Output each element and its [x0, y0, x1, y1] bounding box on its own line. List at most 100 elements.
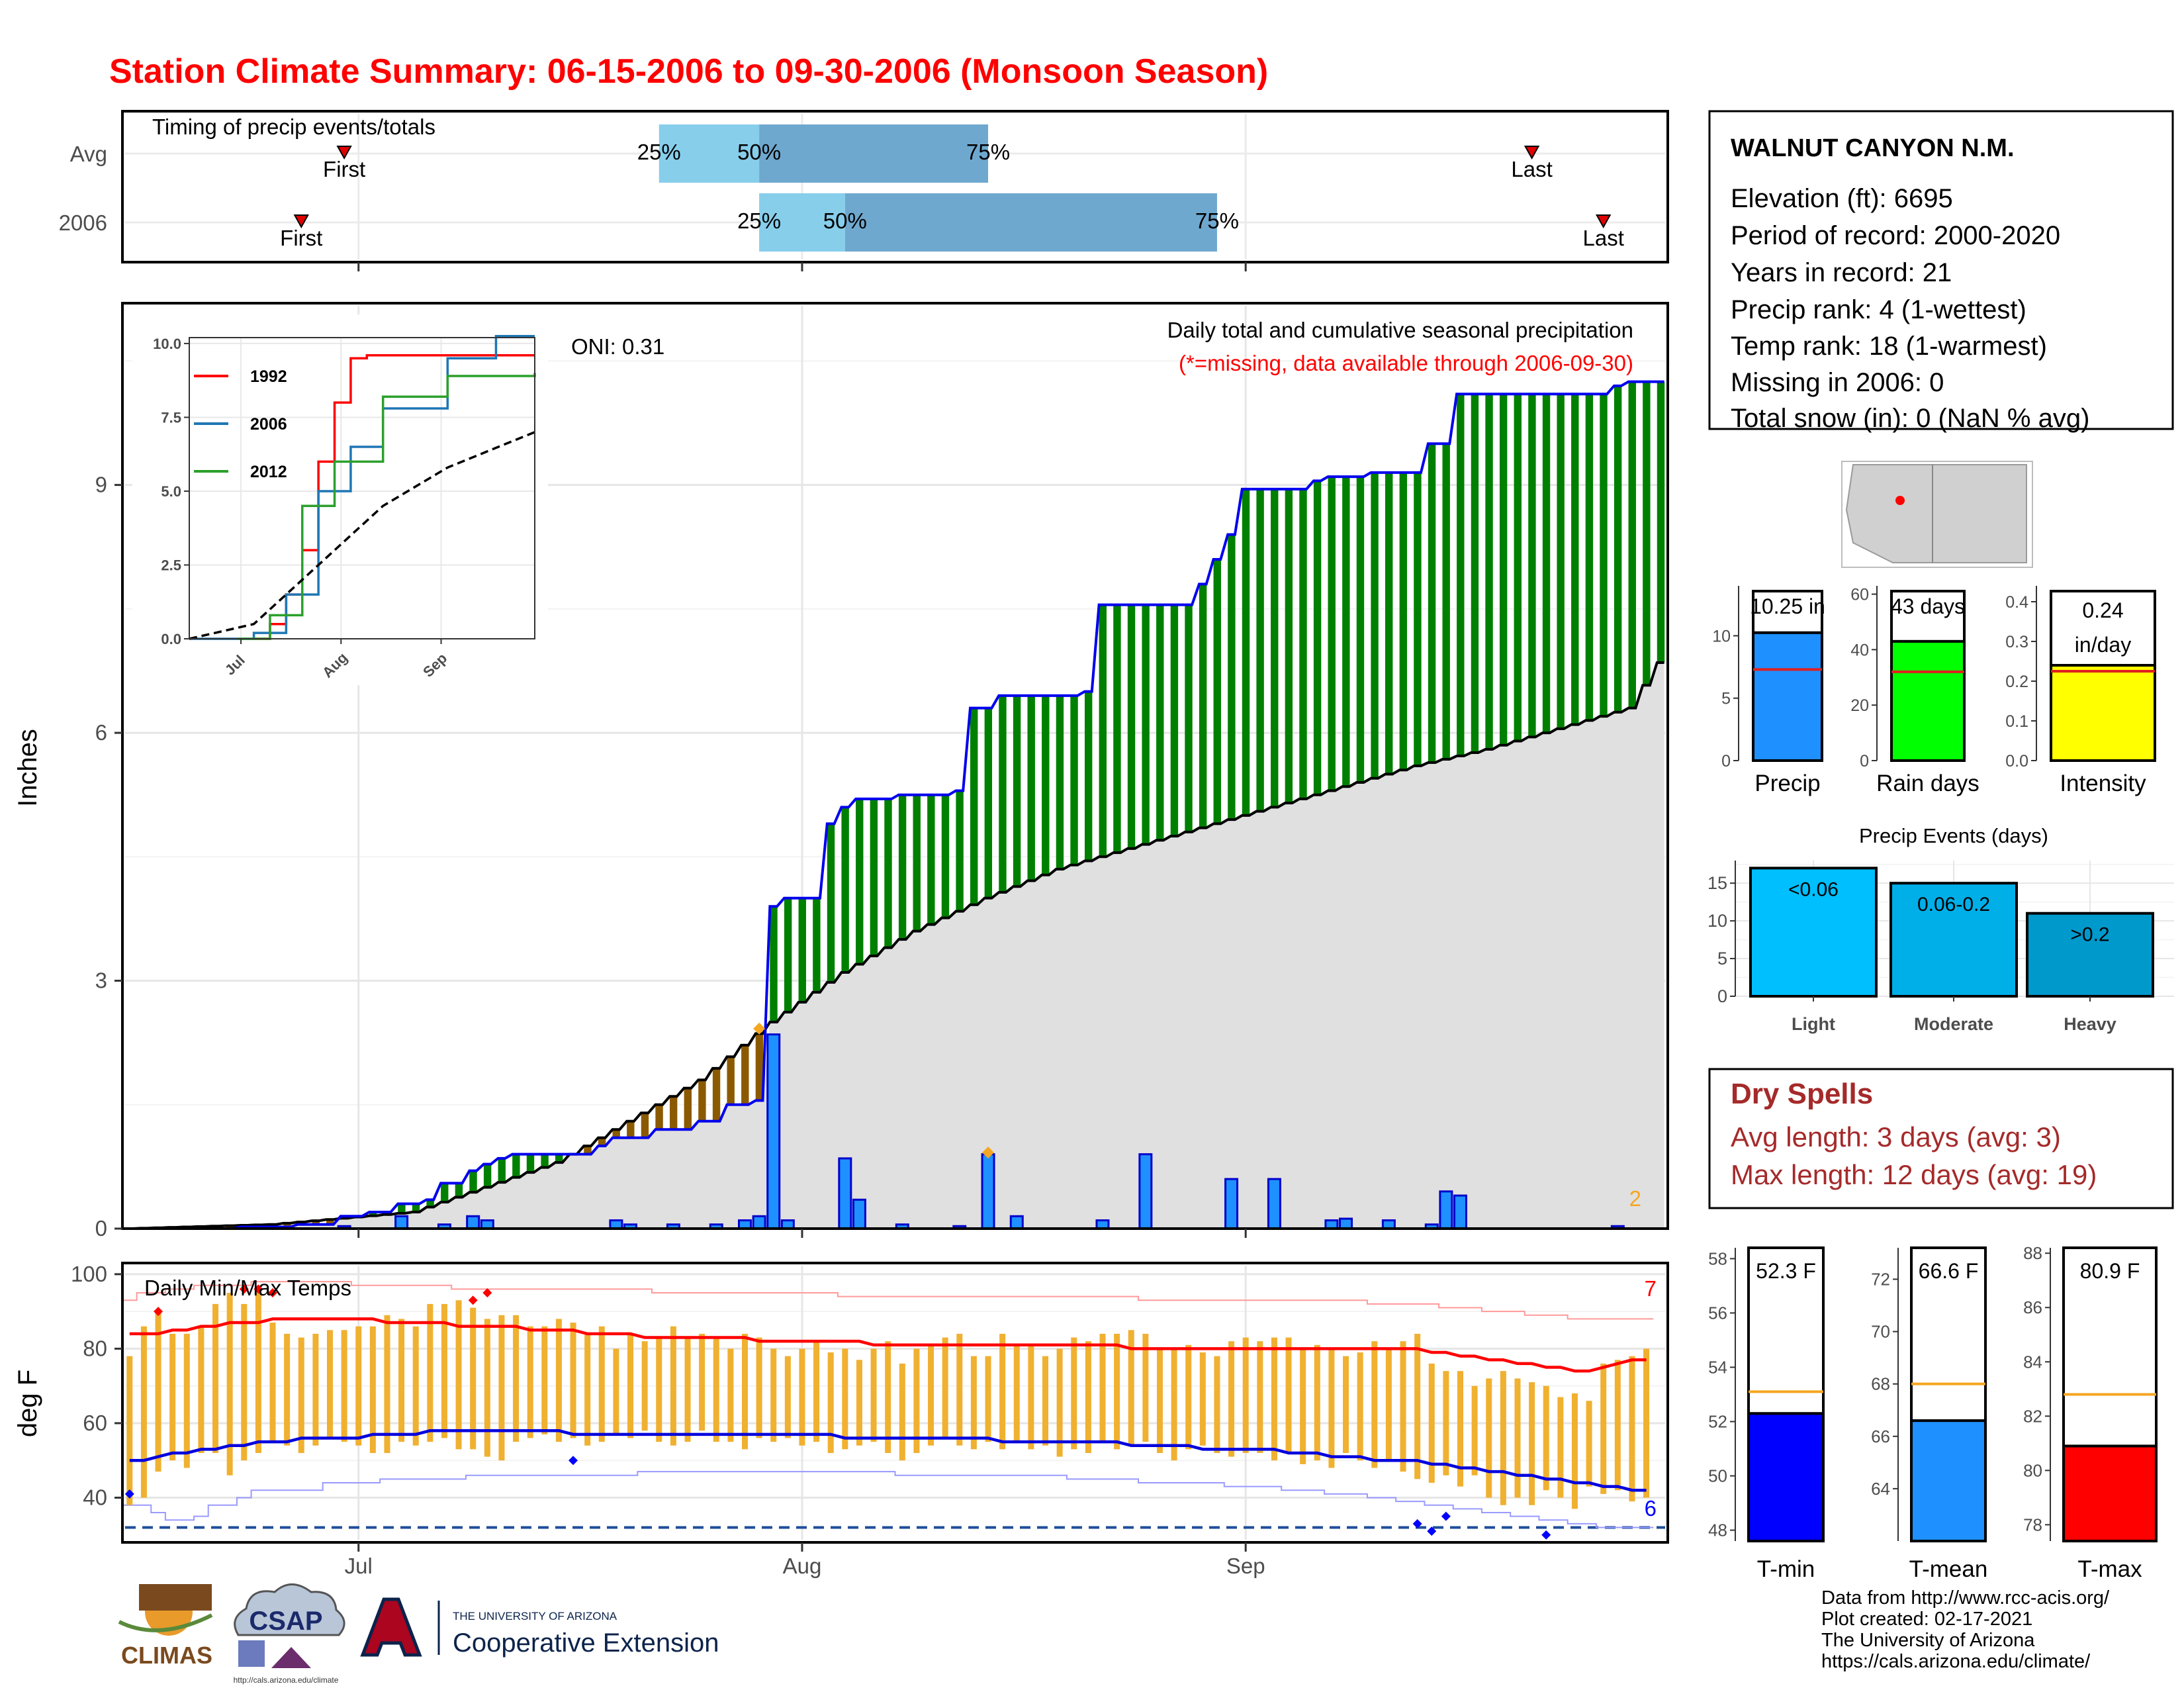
record-hot-count: 7	[1645, 1276, 1657, 1301]
daily-temp-range-bar	[870, 1348, 877, 1442]
tsum-y-tick-label: 70	[1871, 1322, 1890, 1342]
tsum-y-tick-label: 58	[1708, 1248, 1727, 1268]
station-precip-rank: Precip rank: 4 (1-wettest)	[1731, 295, 2026, 324]
temp-y-tick-label: 80	[83, 1336, 107, 1360]
daily-temp-range-bar	[183, 1333, 190, 1468]
daily-temp-range-bar	[627, 1333, 634, 1438]
daily-temp-range-bar	[1099, 1333, 1106, 1442]
surplus-fill	[1056, 695, 1064, 870]
totals-panel-rain-days: 0 20 40 60 43 days Rain days	[1850, 586, 1979, 796]
max-day-marker	[753, 1022, 766, 1035]
totals-bar	[2050, 664, 2156, 762]
ua-logo: THE UNIVERSITY OF ARIZONA Cooperative Ex…	[360, 1597, 719, 1658]
inset-y-tick-label: 10.0	[153, 336, 181, 352]
inset-frame	[189, 337, 535, 639]
climas-logo: CLIMAS	[118, 1584, 213, 1669]
daily-temp-range-bar	[369, 1326, 376, 1453]
surplus-fill	[1442, 444, 1450, 760]
surplus-fill	[884, 798, 892, 948]
totals-value-unit: in/day	[2075, 633, 2131, 657]
daily-precip-bar	[1138, 1153, 1153, 1230]
surplus-fill	[1199, 584, 1207, 828]
surplus-fill	[1313, 481, 1322, 795]
daily-temp-range-bar	[1357, 1352, 1363, 1461]
events-y-tick-label: 0	[1717, 986, 1727, 1006]
totals-y-tick-label: 0.1	[2005, 712, 2028, 731]
surplus-fill	[369, 1212, 377, 1216]
totals-y-tick-label: 0	[1860, 752, 1869, 771]
daily-temp-range-bar	[1571, 1393, 1578, 1509]
first-event-marker	[293, 214, 309, 229]
daily-temp-range-bar	[856, 1360, 862, 1446]
record-hot-marker	[468, 1295, 478, 1305]
totals-bar	[1890, 639, 1966, 762]
deficit-fill	[627, 1121, 635, 1138]
record-cold-count: 6	[1645, 1496, 1657, 1521]
totals-y-tick-label: 0.3	[2005, 633, 2028, 651]
events-category-label: Moderate	[1914, 1014, 1993, 1034]
daily-temp-range-bar	[699, 1333, 705, 1431]
surplus-fill	[1571, 394, 1579, 725]
station-location-dot	[1895, 496, 1905, 505]
totals-y-tick-label: 20	[1850, 696, 1869, 715]
daily-temp-range-bar	[727, 1348, 734, 1442]
daily-temp-range-bar	[1643, 1348, 1650, 1498]
deficit-fill	[641, 1113, 649, 1138]
daily-precip-bar	[1453, 1194, 1468, 1230]
daily-temp-range-bar	[1400, 1341, 1406, 1472]
totals-y-tick-label: 0	[1721, 752, 1731, 771]
totals-y-tick-label: 0.0	[2005, 752, 2028, 771]
daily-temp-range-bar	[885, 1341, 891, 1453]
surplus-fill	[398, 1203, 406, 1213]
deficit-fill	[755, 1033, 764, 1101]
surplus-fill	[984, 708, 993, 898]
surplus-fill	[1371, 472, 1379, 778]
dry-spells-title: Dry Spells	[1731, 1078, 1873, 1110]
daily-temp-range-bar	[842, 1348, 848, 1450]
quartile-25-50-bar	[659, 124, 760, 183]
daily-temp-range-bar	[1314, 1344, 1320, 1461]
station-box: WALNUT CANYON N.M. Elevation (ft): 6695 …	[1708, 110, 2174, 433]
precip-y-tick-label: 6	[95, 720, 107, 745]
daily-temp-range-bar	[827, 1352, 834, 1453]
surplus-fill	[813, 898, 821, 993]
daily-temp-range-bar	[1271, 1337, 1277, 1461]
daily-temp-range-bar	[1414, 1333, 1421, 1479]
daily-temp-range-bar	[126, 1356, 133, 1505]
daily-temp-range-bar	[427, 1303, 433, 1442]
timing-row-label-avg: Avg	[70, 142, 107, 166]
surplus-fill	[541, 1154, 549, 1168]
surplus-fill	[1170, 604, 1179, 837]
surplus-fill	[1228, 534, 1236, 820]
surplus-fill	[526, 1154, 535, 1173]
record-min-line	[122, 1471, 1654, 1528]
daily-temp-range-bar	[999, 1333, 1006, 1450]
daily-temp-range-bar	[513, 1315, 520, 1442]
surplus-fill	[1084, 691, 1093, 861]
record-max-line	[122, 1281, 1654, 1320]
surplus-fill	[1657, 381, 1665, 663]
daily-temp-range-bar	[355, 1326, 362, 1446]
daily-precip-bar	[1224, 1178, 1239, 1230]
deficit-fill	[612, 1129, 620, 1138]
tsum-bar	[1747, 1412, 1825, 1542]
q50-label: 50%	[737, 140, 781, 164]
totals-bar	[1752, 631, 1823, 763]
surplus-fill	[1342, 477, 1350, 787]
credit-data-source: Data from http://www.rcc-acis.org/	[1821, 1587, 2110, 1609]
daily-temp-range-bar	[441, 1303, 447, 1438]
daily-temp-range-bar	[1156, 1348, 1163, 1453]
daily-temp-range-bar	[155, 1311, 161, 1472]
daily-temp-range-bar	[198, 1326, 205, 1453]
daily-temp-range-bar	[269, 1323, 276, 1442]
daily-temp-range-bar	[241, 1303, 248, 1461]
daily-temp-range-bar	[541, 1326, 548, 1434]
totals-y-tick-label: 5	[1721, 690, 1731, 708]
tsum-y-tick-label: 50	[1708, 1466, 1727, 1486]
q75-label: 75%	[966, 140, 1010, 164]
totals-y-tick-label: 0.2	[2005, 673, 2028, 691]
ua-small-text: THE UNIVERSITY OF ARIZONA	[453, 1610, 617, 1622]
daily-temp-range-bar	[613, 1348, 619, 1434]
surplus-fill	[999, 695, 1007, 892]
daily-precip-bar	[838, 1157, 852, 1230]
